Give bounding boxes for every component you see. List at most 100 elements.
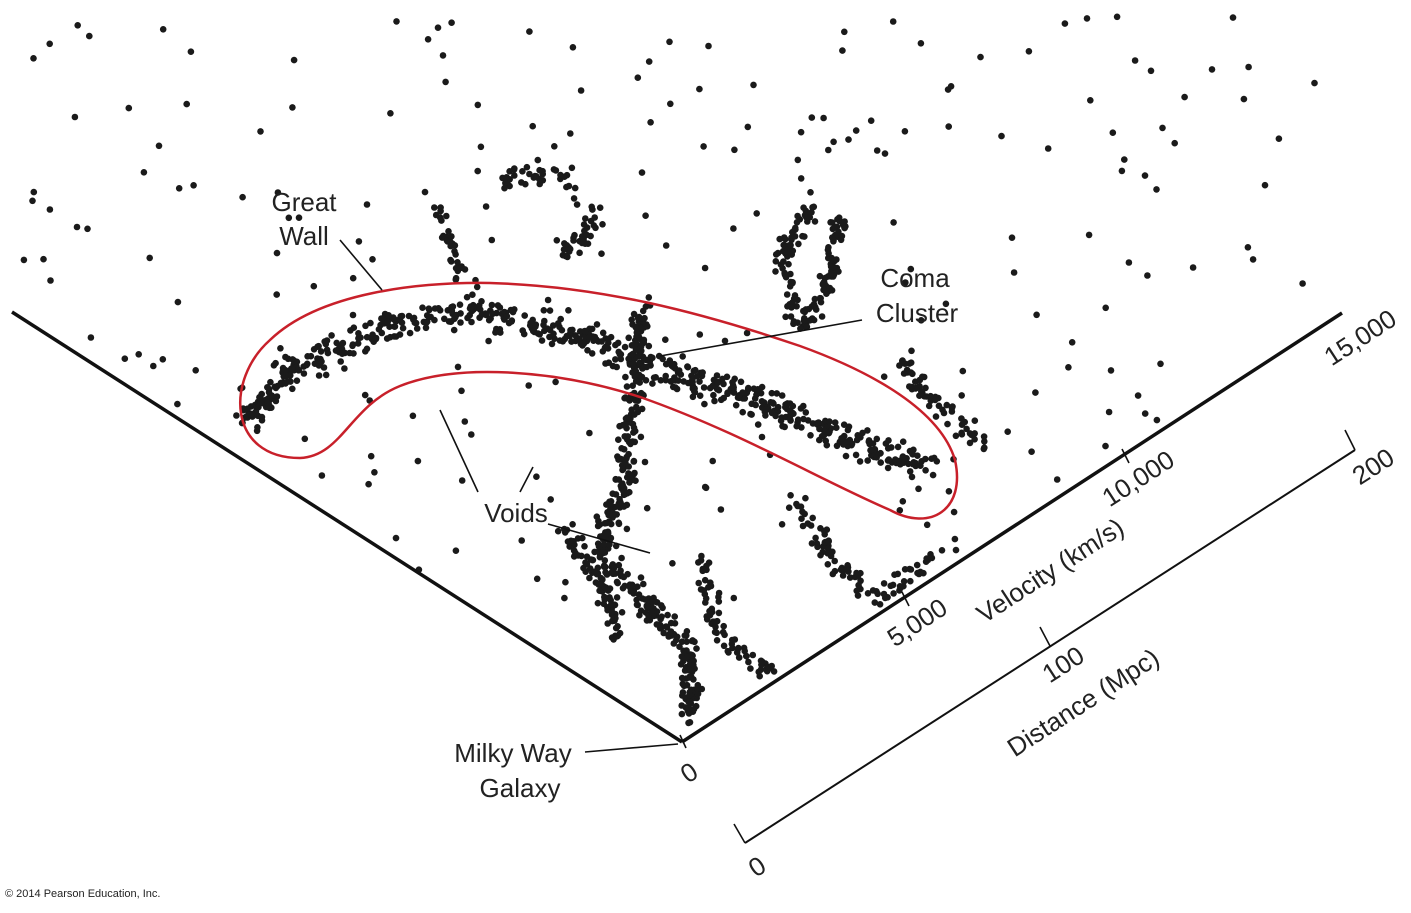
galaxy: [696, 85, 703, 93]
galaxy: [864, 590, 872, 597]
galaxy: [801, 308, 809, 316]
galaxy: [87, 334, 95, 341]
galaxy: [577, 87, 585, 94]
galaxy: [828, 287, 836, 294]
galaxy: [838, 435, 845, 442]
galaxy: [657, 377, 665, 384]
galaxy: [534, 156, 542, 164]
galaxy: [529, 327, 537, 335]
galaxy: [683, 638, 690, 645]
galaxy: [1171, 139, 1178, 147]
galaxy: [448, 233, 455, 240]
galaxy: [584, 347, 591, 354]
galaxy: [630, 424, 638, 432]
galaxy: [678, 638, 686, 645]
galaxy: [610, 512, 617, 519]
galaxy: [696, 331, 704, 338]
galaxy: [372, 335, 380, 343]
galaxy: [731, 146, 738, 154]
galaxy: [711, 618, 719, 625]
galaxy: [392, 534, 400, 542]
galaxy: [730, 225, 737, 232]
galaxy: [1032, 389, 1039, 396]
galaxy: [713, 372, 721, 379]
galaxy: [690, 705, 698, 713]
galaxy: [932, 413, 940, 420]
galaxy: [244, 405, 251, 413]
galaxy: [641, 458, 649, 466]
galaxy: [630, 458, 638, 465]
tick-label: 5,000: [882, 592, 953, 653]
galaxy: [626, 361, 634, 368]
galaxy: [830, 138, 837, 146]
galaxy: [436, 307, 444, 314]
galaxy: [174, 400, 181, 408]
galaxy: [640, 356, 648, 363]
galaxy: [464, 314, 471, 322]
galaxy: [624, 570, 631, 578]
galaxy: [981, 438, 988, 445]
galaxy: [140, 169, 148, 176]
galaxy: [662, 336, 669, 344]
galaxy: [488, 236, 496, 244]
galaxy: [616, 629, 624, 637]
galaxy: [687, 686, 695, 694]
galaxy: [768, 389, 776, 397]
galaxy: [917, 462, 924, 470]
galaxy: [561, 335, 569, 343]
galaxy: [384, 318, 391, 326]
galaxy: [618, 554, 625, 562]
galaxy: [707, 579, 714, 586]
galaxy: [290, 56, 298, 64]
galaxy: [917, 317, 925, 324]
galaxy: [829, 548, 836, 556]
galaxy: [683, 675, 690, 682]
galaxy: [192, 367, 199, 374]
galaxy: [908, 383, 916, 391]
galaxy: [737, 378, 745, 386]
galaxy: [797, 175, 805, 182]
galaxy: [582, 215, 589, 222]
galaxy: [826, 418, 833, 425]
galaxy: [638, 169, 646, 176]
galaxy: [811, 218, 819, 225]
galaxy: [265, 401, 273, 409]
galaxy: [362, 322, 369, 330]
galaxy: [282, 372, 290, 380]
galaxy: [531, 172, 539, 180]
galaxy: [812, 534, 819, 542]
galaxy: [696, 378, 703, 385]
galaxy: [350, 350, 357, 357]
galaxy: [606, 594, 613, 601]
galaxy: [363, 345, 371, 353]
galaxy: [301, 435, 309, 443]
galaxy: [594, 599, 602, 607]
galaxy: [958, 429, 965, 437]
galaxy: [533, 575, 541, 583]
galaxy: [680, 378, 687, 385]
galaxy: [461, 418, 469, 425]
galaxy: [544, 325, 551, 333]
galaxy: [73, 223, 81, 231]
galaxy: [409, 412, 417, 420]
galaxy: [547, 496, 554, 503]
galaxy: [1147, 67, 1155, 75]
galaxy: [683, 628, 691, 635]
galaxy: [1025, 48, 1033, 55]
galaxy: [598, 580, 605, 588]
galaxy: [421, 188, 429, 196]
galaxy: [786, 283, 794, 290]
galaxy: [572, 332, 579, 339]
galaxy: [810, 203, 818, 211]
galaxy: [609, 362, 617, 370]
galaxy: [820, 431, 828, 439]
galaxy: [468, 318, 475, 326]
galaxy: [657, 624, 665, 632]
galaxy: [855, 581, 862, 589]
galaxy: [945, 488, 953, 495]
galaxy: [452, 547, 460, 554]
galaxy: [614, 339, 622, 347]
galaxy: [902, 279, 909, 286]
galaxy: [74, 22, 81, 29]
galaxy: [808, 114, 816, 121]
